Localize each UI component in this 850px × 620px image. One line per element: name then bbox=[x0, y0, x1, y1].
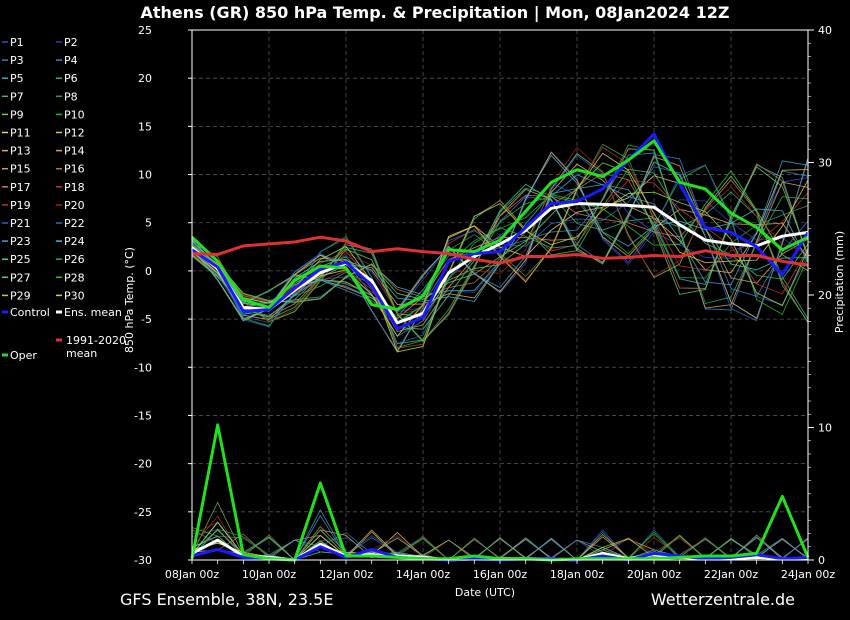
member-line-p19 bbox=[191, 146, 809, 331]
series-line-control bbox=[191, 132, 810, 331]
x-tick-label: 18Jan 00z bbox=[550, 568, 604, 581]
y2-tick-label: 40 bbox=[818, 24, 832, 37]
legend-label-p10: P10 bbox=[64, 108, 85, 121]
y2-tick-label: 10 bbox=[818, 422, 832, 435]
member-line-p15 bbox=[191, 148, 809, 320]
legend-label-p6: P6 bbox=[64, 72, 78, 85]
legend-label-p23: P23 bbox=[10, 235, 31, 248]
legend-label-p7: P7 bbox=[10, 90, 24, 103]
y-tick-label: 0 bbox=[145, 265, 152, 278]
x-tick-label: 08Jan 00z bbox=[165, 568, 219, 581]
y-tick-label: 15 bbox=[138, 120, 152, 133]
legend-label-ens-mean: Ens. mean bbox=[64, 306, 122, 319]
y2-axis-label: Precipitation (mm) bbox=[833, 231, 846, 333]
y-tick-label: -20 bbox=[134, 458, 152, 471]
legend-label-line: mean bbox=[66, 347, 97, 360]
legend-label-p25: P25 bbox=[10, 253, 31, 266]
member-line-p28 bbox=[191, 170, 809, 342]
legend-label-p24: P24 bbox=[64, 235, 85, 248]
x-tick-label: 14Jan 00z bbox=[396, 568, 450, 581]
footer-source: GFS Ensemble, 38N, 23.5E bbox=[120, 590, 334, 609]
y-tick-label: 20 bbox=[138, 72, 152, 85]
member-line-p20 bbox=[191, 146, 809, 322]
y-tick-label: 10 bbox=[138, 169, 152, 182]
legend-label-p21: P21 bbox=[10, 217, 31, 230]
y-tick-label: -30 bbox=[134, 554, 152, 567]
member-line-p23 bbox=[191, 160, 809, 310]
x-tick-label: 10Jan 00z bbox=[242, 568, 296, 581]
x-axis-label: Date (UTC) bbox=[455, 586, 515, 599]
y2-tick-label: 20 bbox=[818, 289, 832, 302]
legend-label-p11: P11 bbox=[10, 127, 31, 140]
chart-title: Athens (GR) 850 hPa Temp. & Precipitatio… bbox=[140, 3, 729, 23]
legend-label-oper: Oper bbox=[10, 349, 37, 362]
legend-label-p9: P9 bbox=[10, 108, 24, 121]
x-tick-label: 12Jan 00z bbox=[319, 568, 373, 581]
member-line-p26 bbox=[191, 144, 809, 323]
legend-label-p12: P12 bbox=[64, 127, 85, 140]
legend-label-p4: P4 bbox=[64, 54, 78, 67]
y2-tick-label: 30 bbox=[818, 157, 832, 170]
y-tick-label: -25 bbox=[134, 506, 152, 519]
legend-label-p13: P13 bbox=[10, 145, 31, 158]
series-line-oper bbox=[190, 139, 809, 311]
legend-label-p17: P17 bbox=[10, 181, 31, 194]
legend-label-control: Control bbox=[10, 306, 50, 319]
y-tick-label: -15 bbox=[134, 409, 152, 422]
legend-label-p3: P3 bbox=[10, 54, 24, 67]
legend-label-p1: P1 bbox=[10, 36, 24, 49]
member-line-p6 bbox=[191, 187, 809, 342]
series-line-1991-2020-mean bbox=[191, 235, 809, 267]
legend-label-p18: P18 bbox=[64, 181, 85, 194]
legend-label-p20: P20 bbox=[64, 199, 85, 212]
legend-label-p28: P28 bbox=[64, 271, 85, 284]
x-tick-label: 24Jan 00z bbox=[781, 568, 835, 581]
legend-label-p15: P15 bbox=[10, 163, 31, 176]
y-axis-label: 850 hPa Temp. (°C) bbox=[123, 247, 136, 353]
footer-site: Wetterzentrale.de bbox=[650, 590, 795, 609]
grid bbox=[191, 29, 809, 561]
legend-label-p19: P19 bbox=[10, 199, 31, 212]
legend-label-1991-2020-mean: 1991-2020 mean bbox=[66, 334, 126, 360]
x-tick-label: 16Jan 00z bbox=[473, 568, 527, 581]
axes: 25 20 15 10 5 0 -5 -10 -15 -20 -25 -30 40 30 20 10 0 08Ja… bbox=[134, 24, 835, 581]
y2-tick-label: 0 bbox=[818, 554, 825, 567]
legend-label-p14: P14 bbox=[64, 145, 85, 158]
y-tick-label: -5 bbox=[141, 313, 152, 326]
y-tick-label: 25 bbox=[138, 24, 152, 37]
y-tick-label: 5 bbox=[145, 217, 152, 230]
legend-label-p29: P29 bbox=[10, 289, 31, 302]
legend-label-p27: P27 bbox=[10, 271, 31, 284]
legend-label-p30: P30 bbox=[64, 289, 85, 302]
x-tick-label: 22Jan 00z bbox=[704, 568, 758, 581]
y-tick-label: -10 bbox=[134, 361, 152, 374]
legend: P1 P2 P3 P4 P5 P6 P7 P8 P9 P10 P11 P12 P13 P14 P15 P16 P… bbox=[2, 36, 126, 362]
legend-label-p5: P5 bbox=[10, 72, 24, 85]
legend-label-p26: P26 bbox=[64, 253, 85, 266]
member-line-p21 bbox=[191, 164, 809, 345]
legend-label-line: 1991-2020 bbox=[66, 334, 126, 347]
legend-label-p2: P2 bbox=[64, 36, 78, 49]
legend-label-p16: P16 bbox=[64, 163, 85, 176]
legend-label-p8: P8 bbox=[64, 90, 78, 103]
member-line-p17 bbox=[191, 179, 809, 343]
x-tick-label: 20Jan 00z bbox=[627, 568, 681, 581]
member-line-p7 bbox=[191, 168, 809, 345]
legend-label-p22: P22 bbox=[64, 217, 85, 230]
